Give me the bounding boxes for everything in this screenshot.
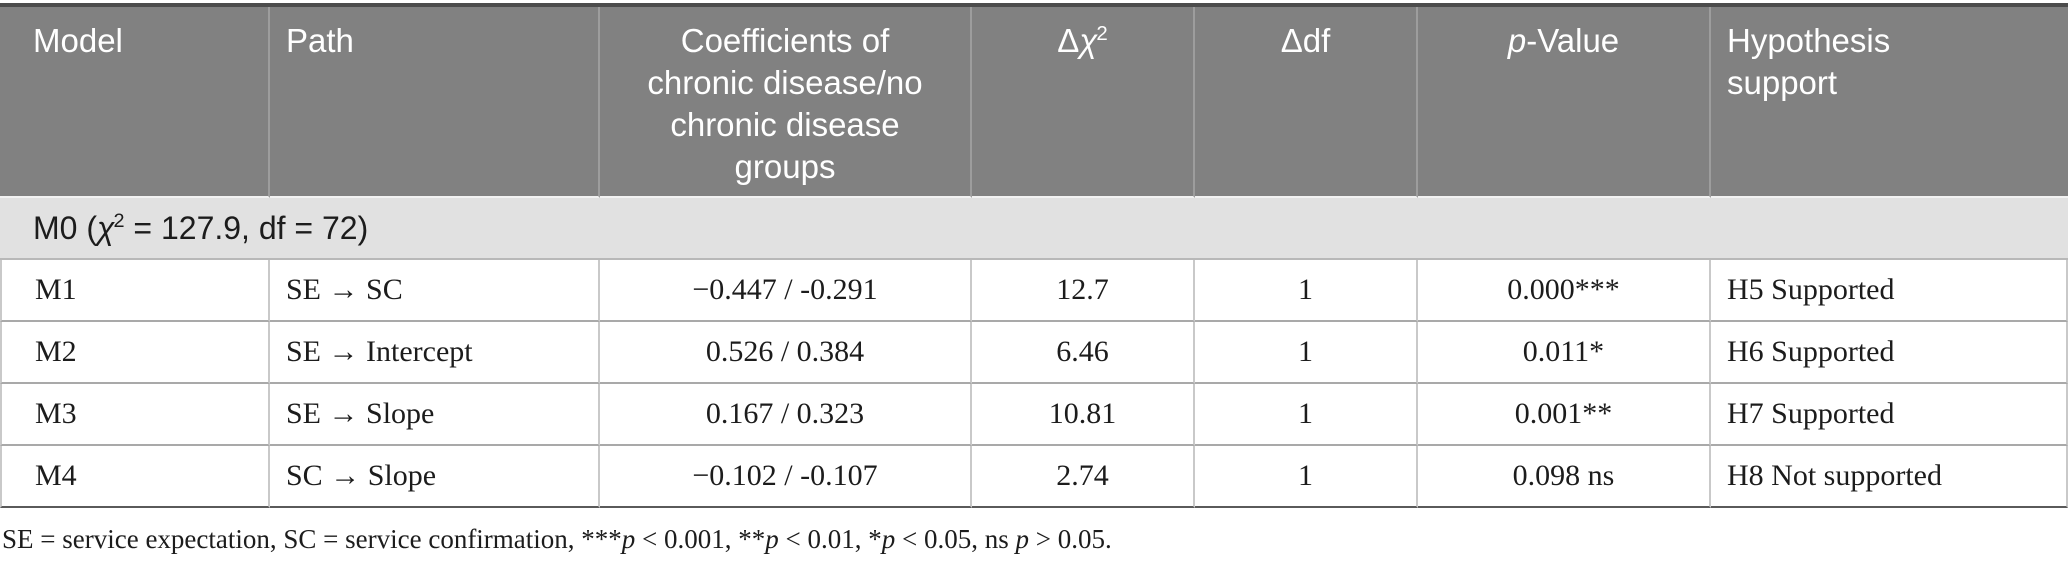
baseline-model-cell: M0 (χ2 = 127.9, df = 72) [0,198,2068,260]
cell-delta-df: 1 [1195,260,1418,322]
footnote-text: < 0.01, * [778,524,882,554]
m0-prefix: M0 ( [33,209,97,246]
cell-delta-df: 1 [1195,384,1418,446]
cell-delta-chi2: 12.7 [972,260,1195,322]
footnote-text: SE = service expectation, SC = service c… [2,524,622,554]
cell-coefficients: −0.102 / -0.107 [600,446,972,508]
cell-model: M4 [0,446,270,508]
cell-coefficients: 0.526 / 0.384 [600,322,972,384]
col-header-hypothesis-label: Hypothesis support [1727,22,1891,101]
col-header-model-label: Model [33,22,123,59]
cell-hypothesis: H6 Supported [1711,322,2068,384]
chi-symbol: χ [1079,22,1098,59]
chi-squared-exponent: 2 [1096,22,1108,45]
p-symbol: p [1015,524,1030,554]
m0-suffix: = 127.9, df = 72) [124,209,369,246]
col-header-delta-df: Δdf [1195,7,1418,198]
col-header-delta-df-label: Δdf [1280,22,1331,59]
cell-p-value: 0.098 ns [1418,446,1711,508]
cell-delta-df: 1 [1195,446,1418,508]
cell-hypothesis: H7 Supported [1711,384,2068,446]
baseline-model-row: M0 (χ2 = 127.9, df = 72) [0,198,2068,260]
model-comparison-table: Model Path Coefficients of chronic disea… [0,3,2068,508]
table-row: M2 SE → Intercept 0.526 / 0.384 6.46 1 0… [0,322,2068,384]
cell-coefficients: 0.167 / 0.323 [600,384,972,446]
cell-p-value: 0.001** [1418,384,1711,446]
col-header-p-value: p-Value [1418,7,1711,198]
table-row: M3 SE → Slope 0.167 / 0.323 10.81 1 0.00… [0,384,2068,446]
col-header-hypothesis: Hypothesis support [1711,7,2068,198]
col-header-coefficients-label: Coefficients of chronic disease/no chron… [647,22,923,185]
cell-delta-chi2: 2.74 [972,446,1195,508]
footnote-text: < 0.001, ** [635,524,766,554]
footnote-text: > 0.05. [1029,524,1112,554]
cell-delta-chi2: 6.46 [972,322,1195,384]
p-value-suffix: -Value [1526,22,1620,59]
cell-path: SE → Intercept [270,322,600,384]
table-footnote: SE = service expectation, SC = service c… [0,524,2068,555]
cell-delta-chi2: 10.81 [972,384,1195,446]
col-header-model: Model [0,7,270,198]
footnote-text: < 0.05, ns [895,524,1016,554]
cell-p-value: 0.000*** [1418,260,1711,322]
cell-delta-df: 1 [1195,322,1418,384]
p-symbol: p [1507,22,1527,59]
col-header-path: Path [270,7,600,198]
cell-model: M3 [0,384,270,446]
cell-hypothesis: H5 Supported [1711,260,2068,322]
chi-symbol: χ [97,209,115,246]
p-symbol: p [881,524,896,554]
col-header-coefficients: Coefficients of chronic disease/no chron… [600,7,972,198]
cell-coefficients: −0.447 / -0.291 [600,260,972,322]
cell-model: M2 [0,322,270,384]
table-row: M4 SC → Slope −0.102 / -0.107 2.74 1 0.0… [0,446,2068,508]
col-header-path-label: Path [286,22,354,59]
cell-path: SC → Slope [270,446,600,508]
p-symbol: p [765,524,779,554]
cell-p-value: 0.011* [1418,322,1711,384]
table-header-row: Model Path Coefficients of chronic disea… [0,7,2068,198]
cell-path: SE → Slope [270,384,600,446]
delta-symbol: Δ [1057,22,1080,59]
cell-hypothesis: H8 Not supported [1711,446,2068,508]
cell-path: SE → SC [270,260,600,322]
table-row: M1 SE → SC −0.447 / -0.291 12.7 1 0.000*… [0,260,2068,322]
col-header-delta-chi2: Δχ2 [972,7,1195,198]
chi-squared-exponent: 2 [113,209,125,232]
cell-model: M1 [0,260,270,322]
p-symbol: p [621,524,636,554]
